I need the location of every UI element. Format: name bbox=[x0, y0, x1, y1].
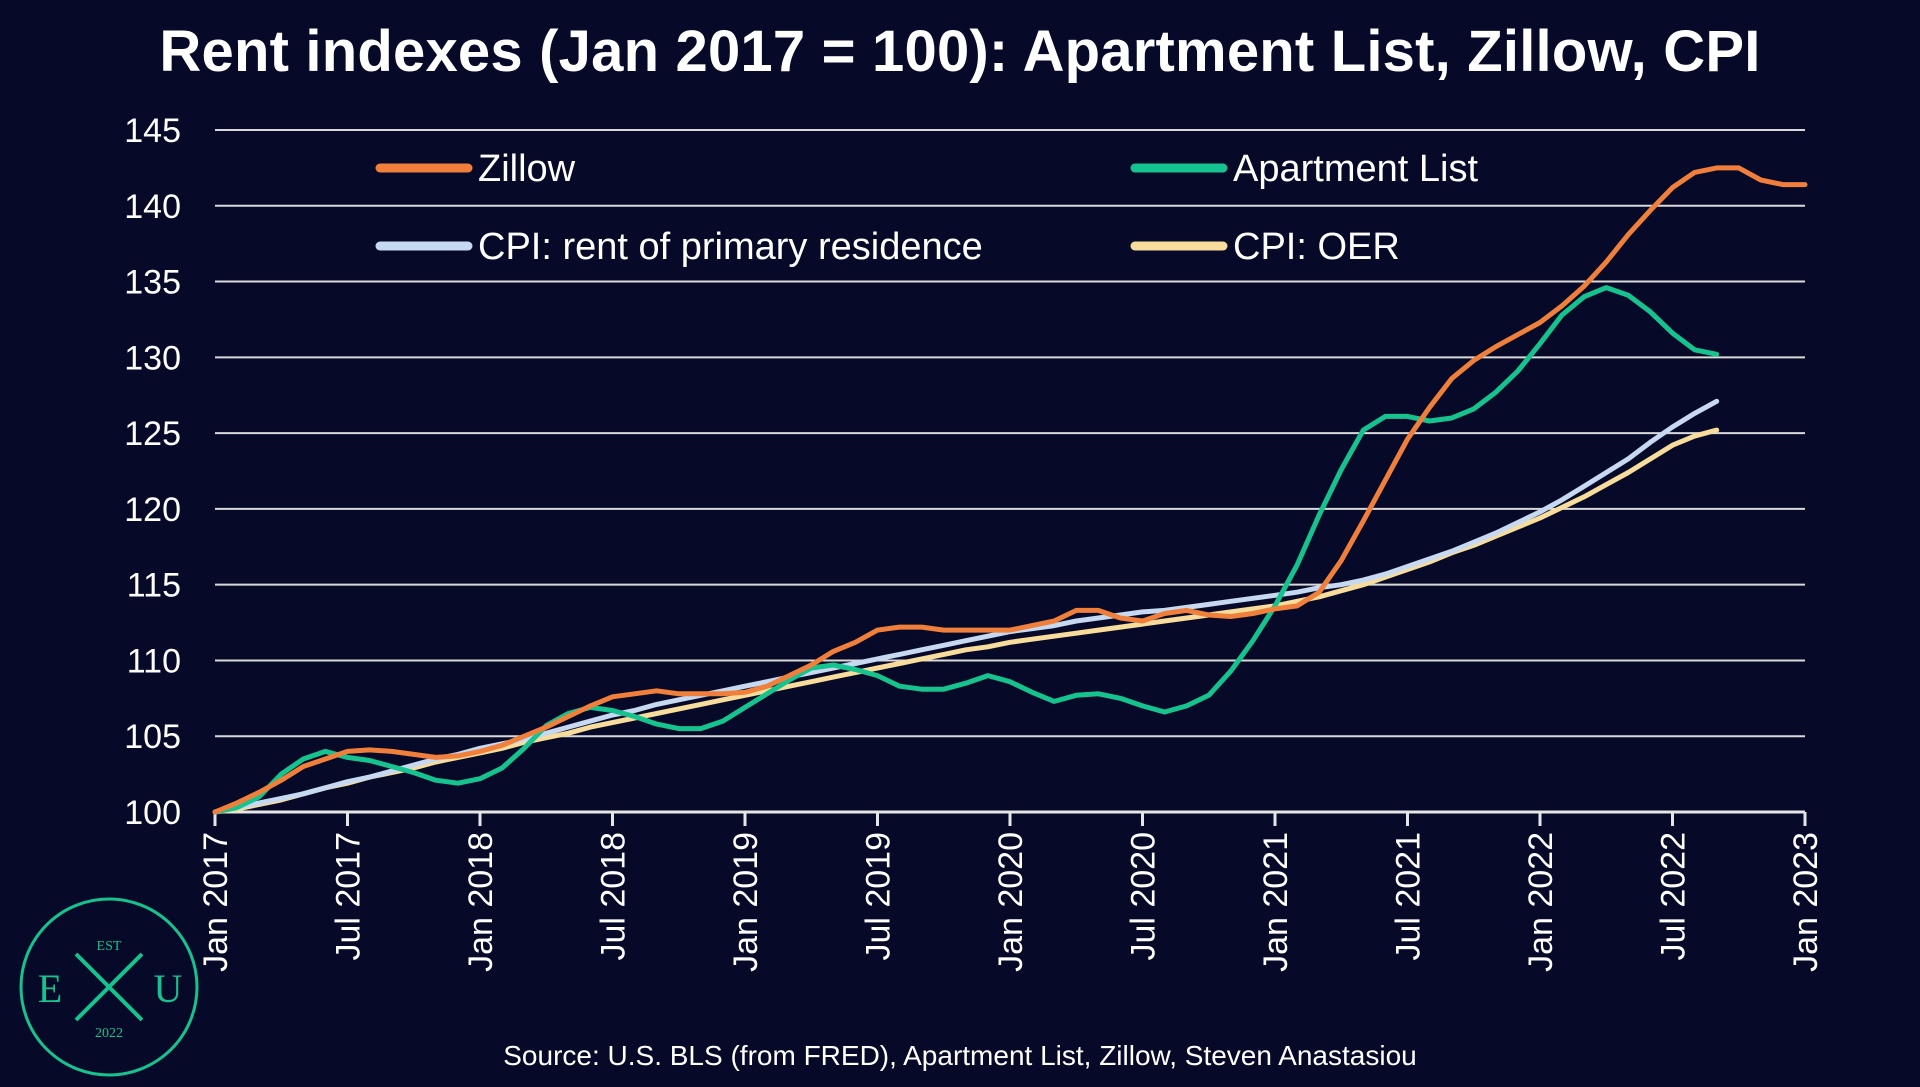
logo-year-text: 2022 bbox=[95, 1026, 123, 1041]
x-tick-label: Jan 2018 bbox=[462, 832, 500, 972]
y-tick-label: 130 bbox=[124, 339, 181, 377]
x-tick-label: Jan 2021 bbox=[1257, 832, 1295, 972]
legend: Zillow Apartment List CPI: rent of primary… bbox=[375, 148, 1478, 268]
y-tick-label: 115 bbox=[127, 567, 181, 605]
logo-letter-e: E bbox=[38, 966, 62, 1011]
x-tick-label: Jul 2021 bbox=[1390, 832, 1428, 961]
x-tick-label: Jan 2019 bbox=[727, 832, 765, 972]
series-line-cpi-rent-of-primary-residence bbox=[212, 398, 1720, 815]
x-tick-label: Jan 2022 bbox=[1522, 832, 1560, 972]
x-tick-label: Jul 2019 bbox=[860, 832, 898, 961]
x-tick-label: Jan 2020 bbox=[992, 832, 1030, 972]
logo-ring bbox=[19, 897, 199, 1077]
y-tick-label: 120 bbox=[124, 491, 181, 529]
x-tick-label: Jul 2020 bbox=[1125, 832, 1163, 961]
y-tick-label: 110 bbox=[127, 642, 181, 680]
logo: EST E U 2022 bbox=[14, 892, 204, 1087]
x-tick-label: Jan 2023 bbox=[1787, 832, 1825, 972]
x-tick-label: Jul 2022 bbox=[1655, 832, 1693, 961]
legend-label: Apartment List bbox=[1233, 148, 1478, 190]
x-tick-label: Jul 2018 bbox=[595, 832, 633, 961]
y-tick-label: 140 bbox=[124, 188, 181, 226]
source-note: Source: U.S. BLS (from FRED), Apartment … bbox=[503, 1040, 1417, 1071]
x-tick-label: Jan 2017 bbox=[197, 832, 235, 972]
y-tick-label: 135 bbox=[124, 264, 181, 302]
legend-label: Zillow bbox=[478, 148, 576, 190]
legend-label: CPI: rent of primary residence bbox=[478, 226, 983, 268]
series-lines bbox=[212, 165, 1808, 815]
axes: 100 105 110 115 120 125 130 135 140 145 Jan 2017 Ju… bbox=[124, 112, 1825, 972]
y-tick-label: 125 bbox=[124, 415, 181, 453]
logo-est-text: EST bbox=[97, 939, 122, 954]
series-line-zillow bbox=[212, 165, 1808, 815]
y-tick-label: 145 bbox=[124, 112, 181, 150]
gridlines bbox=[215, 129, 1805, 738]
series-line-apartment-list bbox=[212, 285, 1720, 815]
logo-letter-u: U bbox=[154, 966, 183, 1011]
chart-title: Rent indexes (Jan 2017 = 100): Apartment… bbox=[159, 19, 1761, 84]
logo-cross-b bbox=[74, 952, 144, 1022]
logo-emblem: EST E U 2022 bbox=[19, 897, 199, 1077]
y-tick-label: 100 bbox=[124, 794, 181, 832]
y-tick-label: 105 bbox=[124, 718, 181, 756]
legend-label: CPI: OER bbox=[1233, 226, 1400, 268]
x-tick-label: Jul 2017 bbox=[330, 832, 368, 961]
